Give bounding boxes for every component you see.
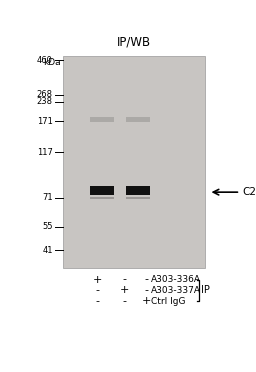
Text: 55: 55 bbox=[42, 222, 53, 231]
Text: 41: 41 bbox=[42, 246, 53, 255]
Text: C2orf44: C2orf44 bbox=[242, 187, 256, 197]
Text: +: + bbox=[93, 275, 102, 285]
Text: 268: 268 bbox=[37, 90, 53, 99]
Bar bbox=[126, 186, 150, 195]
Text: IP/WB: IP/WB bbox=[117, 35, 151, 48]
Text: 238: 238 bbox=[37, 97, 53, 106]
Text: +: + bbox=[120, 285, 129, 295]
Bar bbox=[63, 56, 205, 268]
Text: 71: 71 bbox=[42, 193, 53, 202]
Text: 171: 171 bbox=[37, 117, 53, 126]
Text: 460: 460 bbox=[37, 56, 53, 65]
Text: -: - bbox=[144, 275, 148, 285]
Text: -: - bbox=[144, 285, 148, 295]
Text: kDa: kDa bbox=[43, 58, 61, 67]
Text: -: - bbox=[122, 275, 126, 285]
Bar bbox=[126, 117, 150, 122]
Text: A303-336A: A303-336A bbox=[151, 275, 201, 284]
Text: IP: IP bbox=[201, 285, 210, 295]
Text: +: + bbox=[142, 296, 151, 306]
Text: Ctrl IgG: Ctrl IgG bbox=[151, 297, 185, 306]
Text: 117: 117 bbox=[37, 148, 53, 157]
Bar bbox=[90, 117, 114, 122]
Bar bbox=[90, 197, 114, 199]
Text: -: - bbox=[122, 296, 126, 306]
Text: -: - bbox=[95, 285, 100, 295]
Bar bbox=[126, 197, 150, 199]
Text: -: - bbox=[95, 296, 100, 306]
Bar bbox=[90, 186, 114, 195]
Text: A303-337A: A303-337A bbox=[151, 286, 201, 295]
